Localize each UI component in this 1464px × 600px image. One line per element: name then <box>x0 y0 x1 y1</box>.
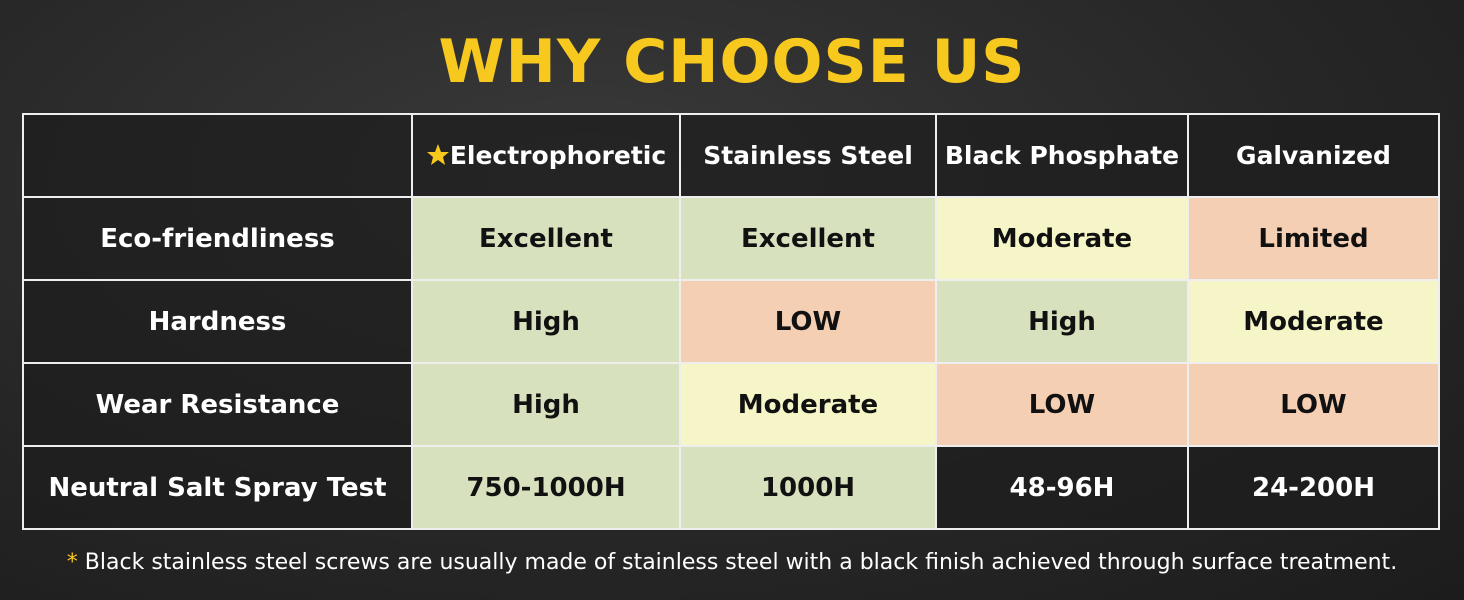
cell: LOW <box>935 362 1189 447</box>
title: WHY CHOOSE US <box>438 27 1026 97</box>
footnote-mark: * <box>66 550 78 575</box>
row: Hardness High LOW High Moderate <box>22 279 1440 364</box>
row: Eco-friendliness Excellent Excellent Mod… <box>22 196 1440 281</box>
footnote-text: Black stainless steel screws are usually… <box>84 550 1398 575</box>
column-header-text: Electrophoretic <box>449 141 667 170</box>
cell: Limited <box>1187 196 1440 281</box>
cell: 1000H <box>679 445 937 530</box>
comparison-table: Electrophoretic Stainless Steel Black Ph… <box>22 113 1440 530</box>
cell: High <box>411 279 681 364</box>
header-row: Electrophoretic Stainless Steel Black Ph… <box>22 113 1440 198</box>
cell: LOW <box>1187 362 1440 447</box>
cell: Excellent <box>411 196 681 281</box>
row-label: Hardness <box>22 279 413 364</box>
cell: High <box>411 362 681 447</box>
column-header: Stainless Steel <box>679 113 937 198</box>
row-label: Eco-friendliness <box>22 196 413 281</box>
cell: Excellent <box>679 196 937 281</box>
cell: 24-200H <box>1187 445 1440 530</box>
cell: LOW <box>679 279 937 364</box>
row-label: Wear Resistance <box>22 362 413 447</box>
corner-cell <box>22 113 413 198</box>
cell: Moderate <box>1187 279 1440 364</box>
cell: High <box>935 279 1189 364</box>
row: Wear Resistance High Moderate LOW LOW <box>22 362 1440 447</box>
cell: Moderate <box>935 196 1189 281</box>
cell: 48-96H <box>935 445 1189 530</box>
row-label: Neutral Salt Spray Test <box>22 445 413 530</box>
column-header: Black Phosphate <box>935 113 1189 198</box>
cell: 750-1000H <box>411 445 681 530</box>
column-header: Electrophoretic <box>411 113 681 198</box>
column-header: Galvanized <box>1187 113 1440 198</box>
star-icon <box>426 144 449 165</box>
cell: Moderate <box>679 362 937 447</box>
footnote: * Black stainless steel screws are usual… <box>0 550 1464 575</box>
row: Neutral Salt Spray Test 750-1000H 1000H … <box>22 445 1440 530</box>
